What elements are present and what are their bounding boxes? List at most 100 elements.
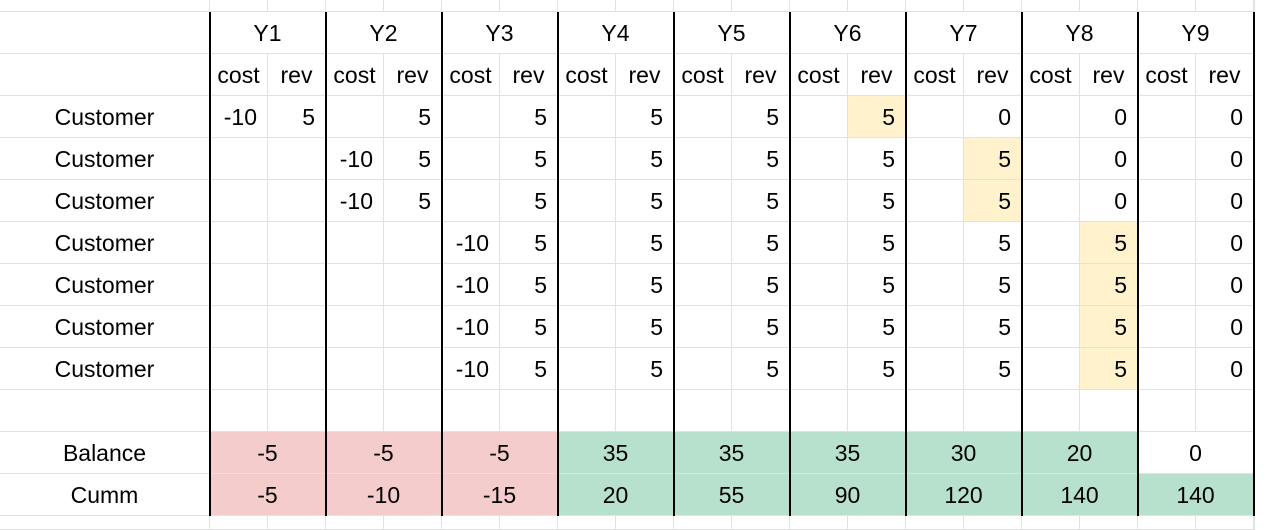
cell[interactable] <box>210 390 268 432</box>
data-cell[interactable] <box>268 306 326 348</box>
data-cell[interactable]: 0 <box>1080 180 1138 222</box>
cell[interactable] <box>674 390 732 432</box>
data-cell[interactable] <box>1022 180 1080 222</box>
data-cell[interactable] <box>558 180 616 222</box>
balance-value[interactable]: 35 <box>558 432 674 474</box>
corner-cell[interactable] <box>0 12 210 54</box>
data-cell[interactable] <box>442 138 500 180</box>
data-cell[interactable]: 5 <box>848 138 906 180</box>
rev-header[interactable]: rev <box>500 54 558 96</box>
data-cell[interactable] <box>326 264 384 306</box>
cell[interactable] <box>442 390 500 432</box>
cell[interactable] <box>558 0 616 12</box>
data-cell[interactable]: 5 <box>268 96 326 138</box>
data-cell[interactable]: 5 <box>964 264 1022 306</box>
cell[interactable] <box>616 0 674 12</box>
cell[interactable] <box>790 390 848 432</box>
highlighted-cell[interactable]: 5 <box>1080 306 1138 348</box>
data-cell[interactable] <box>384 222 442 264</box>
row-label-customer[interactable]: Customer <box>0 180 210 222</box>
data-cell[interactable] <box>906 348 964 390</box>
data-cell[interactable] <box>1138 306 1196 348</box>
data-cell[interactable]: 5 <box>500 96 558 138</box>
cost-header[interactable]: cost <box>790 54 848 96</box>
cell[interactable] <box>0 54 210 96</box>
cell[interactable] <box>1022 390 1080 432</box>
cumm-value[interactable]: 140 <box>1138 474 1254 516</box>
data-cell[interactable] <box>558 96 616 138</box>
data-cell[interactable] <box>1138 264 1196 306</box>
rev-header[interactable]: rev <box>1196 54 1254 96</box>
year-header-y8[interactable]: Y8 <box>1022 12 1138 54</box>
data-cell[interactable] <box>326 96 384 138</box>
data-cell[interactable] <box>1138 222 1196 264</box>
data-cell[interactable] <box>790 138 848 180</box>
data-cell[interactable]: 5 <box>616 222 674 264</box>
cell[interactable] <box>732 390 790 432</box>
cell[interactable] <box>1254 516 1255 530</box>
highlighted-cell[interactable]: 5 <box>1080 222 1138 264</box>
cumm-value[interactable]: -5 <box>210 474 326 516</box>
data-cell[interactable] <box>1022 138 1080 180</box>
highlighted-cell[interactable]: 5 <box>1080 348 1138 390</box>
cost-header[interactable]: cost <box>326 54 384 96</box>
year-header-y9[interactable]: Y9 <box>1138 12 1254 54</box>
data-cell[interactable] <box>268 264 326 306</box>
data-cell[interactable]: 5 <box>732 222 790 264</box>
balance-value[interactable]: -5 <box>442 432 558 474</box>
data-cell[interactable]: 5 <box>384 180 442 222</box>
rev-header[interactable]: rev <box>964 54 1022 96</box>
data-cell[interactable] <box>674 96 732 138</box>
data-cell[interactable] <box>384 306 442 348</box>
data-cell[interactable] <box>1022 348 1080 390</box>
rev-header[interactable]: rev <box>616 54 674 96</box>
data-cell[interactable] <box>1022 222 1080 264</box>
cell[interactable] <box>906 516 964 530</box>
highlighted-cell[interactable]: 5 <box>848 96 906 138</box>
data-cell[interactable] <box>210 180 268 222</box>
data-cell[interactable]: 5 <box>732 96 790 138</box>
balance-value[interactable]: -5 <box>210 432 326 474</box>
cell[interactable] <box>1080 516 1138 530</box>
data-cell[interactable]: 5 <box>500 222 558 264</box>
data-cell[interactable]: 0 <box>1196 348 1254 390</box>
data-cell[interactable] <box>674 348 732 390</box>
data-cell[interactable] <box>384 348 442 390</box>
data-cell[interactable]: -10 <box>326 180 384 222</box>
highlighted-cell[interactable]: 5 <box>1080 264 1138 306</box>
data-cell[interactable]: 5 <box>964 222 1022 264</box>
cumm-value[interactable]: 140 <box>1022 474 1138 516</box>
cell[interactable] <box>500 0 558 12</box>
cell[interactable] <box>1080 390 1138 432</box>
cell[interactable] <box>268 390 326 432</box>
year-header-y6[interactable]: Y6 <box>790 12 906 54</box>
row-label-balance[interactable]: Balance <box>0 432 210 474</box>
cell[interactable] <box>848 516 906 530</box>
data-cell[interactable] <box>268 348 326 390</box>
cell[interactable] <box>732 516 790 530</box>
year-header-y2[interactable]: Y2 <box>326 12 442 54</box>
year-header-y5[interactable]: Y5 <box>674 12 790 54</box>
year-header-y4[interactable]: Y4 <box>558 12 674 54</box>
data-cell[interactable]: 5 <box>732 348 790 390</box>
cell[interactable] <box>964 390 1022 432</box>
rev-header[interactable]: rev <box>848 54 906 96</box>
data-cell[interactable]: 5 <box>616 180 674 222</box>
data-cell[interactable] <box>1138 138 1196 180</box>
cost-header[interactable]: cost <box>1022 54 1080 96</box>
data-cell[interactable]: 0 <box>964 96 1022 138</box>
cell[interactable] <box>1138 516 1196 530</box>
data-cell[interactable] <box>674 138 732 180</box>
data-cell[interactable]: 5 <box>848 222 906 264</box>
cell[interactable] <box>326 0 384 12</box>
data-cell[interactable] <box>1022 306 1080 348</box>
data-cell[interactable] <box>210 222 268 264</box>
balance-value[interactable]: 0 <box>1138 432 1254 474</box>
cell[interactable] <box>674 0 732 12</box>
data-cell[interactable]: 5 <box>500 264 558 306</box>
data-cell[interactable] <box>674 306 732 348</box>
data-cell[interactable] <box>558 138 616 180</box>
cell[interactable] <box>906 390 964 432</box>
rev-header[interactable]: rev <box>1080 54 1138 96</box>
data-cell[interactable]: -10 <box>442 306 500 348</box>
